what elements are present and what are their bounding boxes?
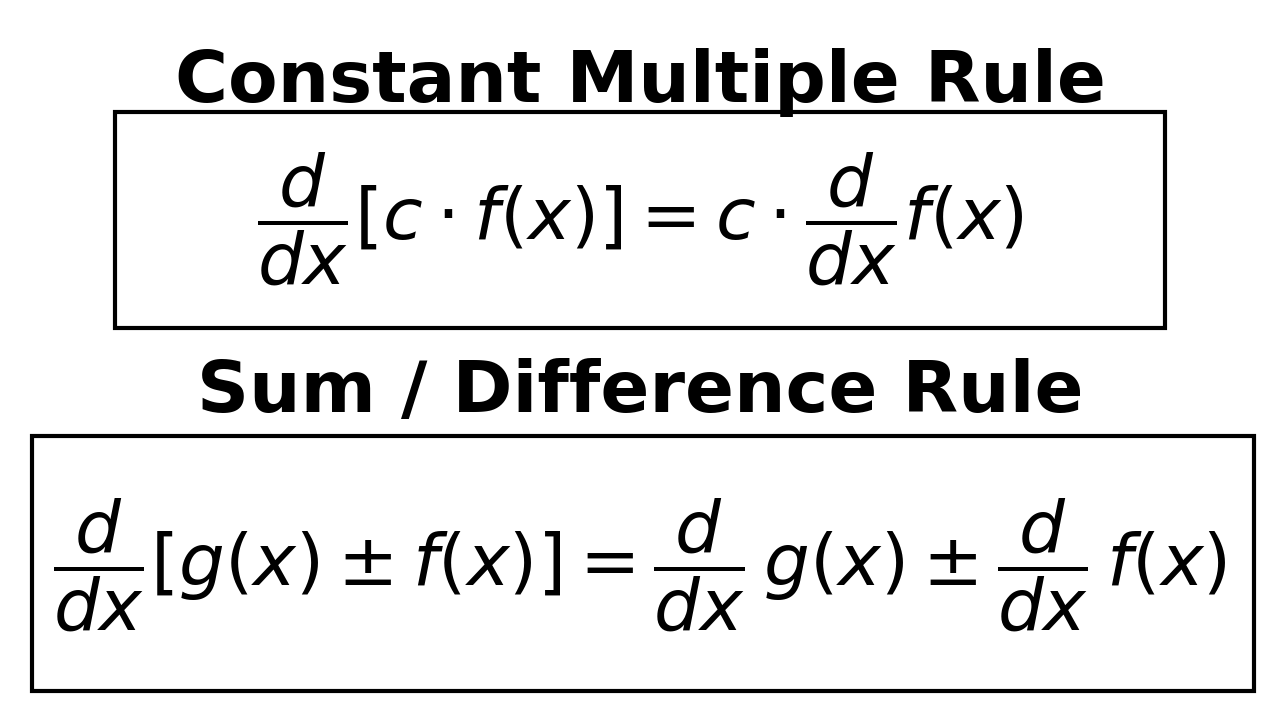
Text: Sum / Difference Rule: Sum / Difference Rule xyxy=(197,358,1083,427)
FancyBboxPatch shape xyxy=(115,112,1165,328)
Text: $\dfrac{d}{dx}\left[c \cdot f(x)\right] = c \cdot \dfrac{d}{dx}f(x)$: $\dfrac{d}{dx}\left[c \cdot f(x)\right] … xyxy=(256,151,1024,288)
FancyBboxPatch shape xyxy=(32,436,1254,691)
Text: $\dfrac{d}{dx}\left[g(x) \pm f(x)\right] = \dfrac{d}{dx}\,g(x) \pm \dfrac{d}{dx}: $\dfrac{d}{dx}\left[g(x) \pm f(x)\right]… xyxy=(54,497,1226,634)
Text: Constant Multiple Rule: Constant Multiple Rule xyxy=(174,48,1106,117)
